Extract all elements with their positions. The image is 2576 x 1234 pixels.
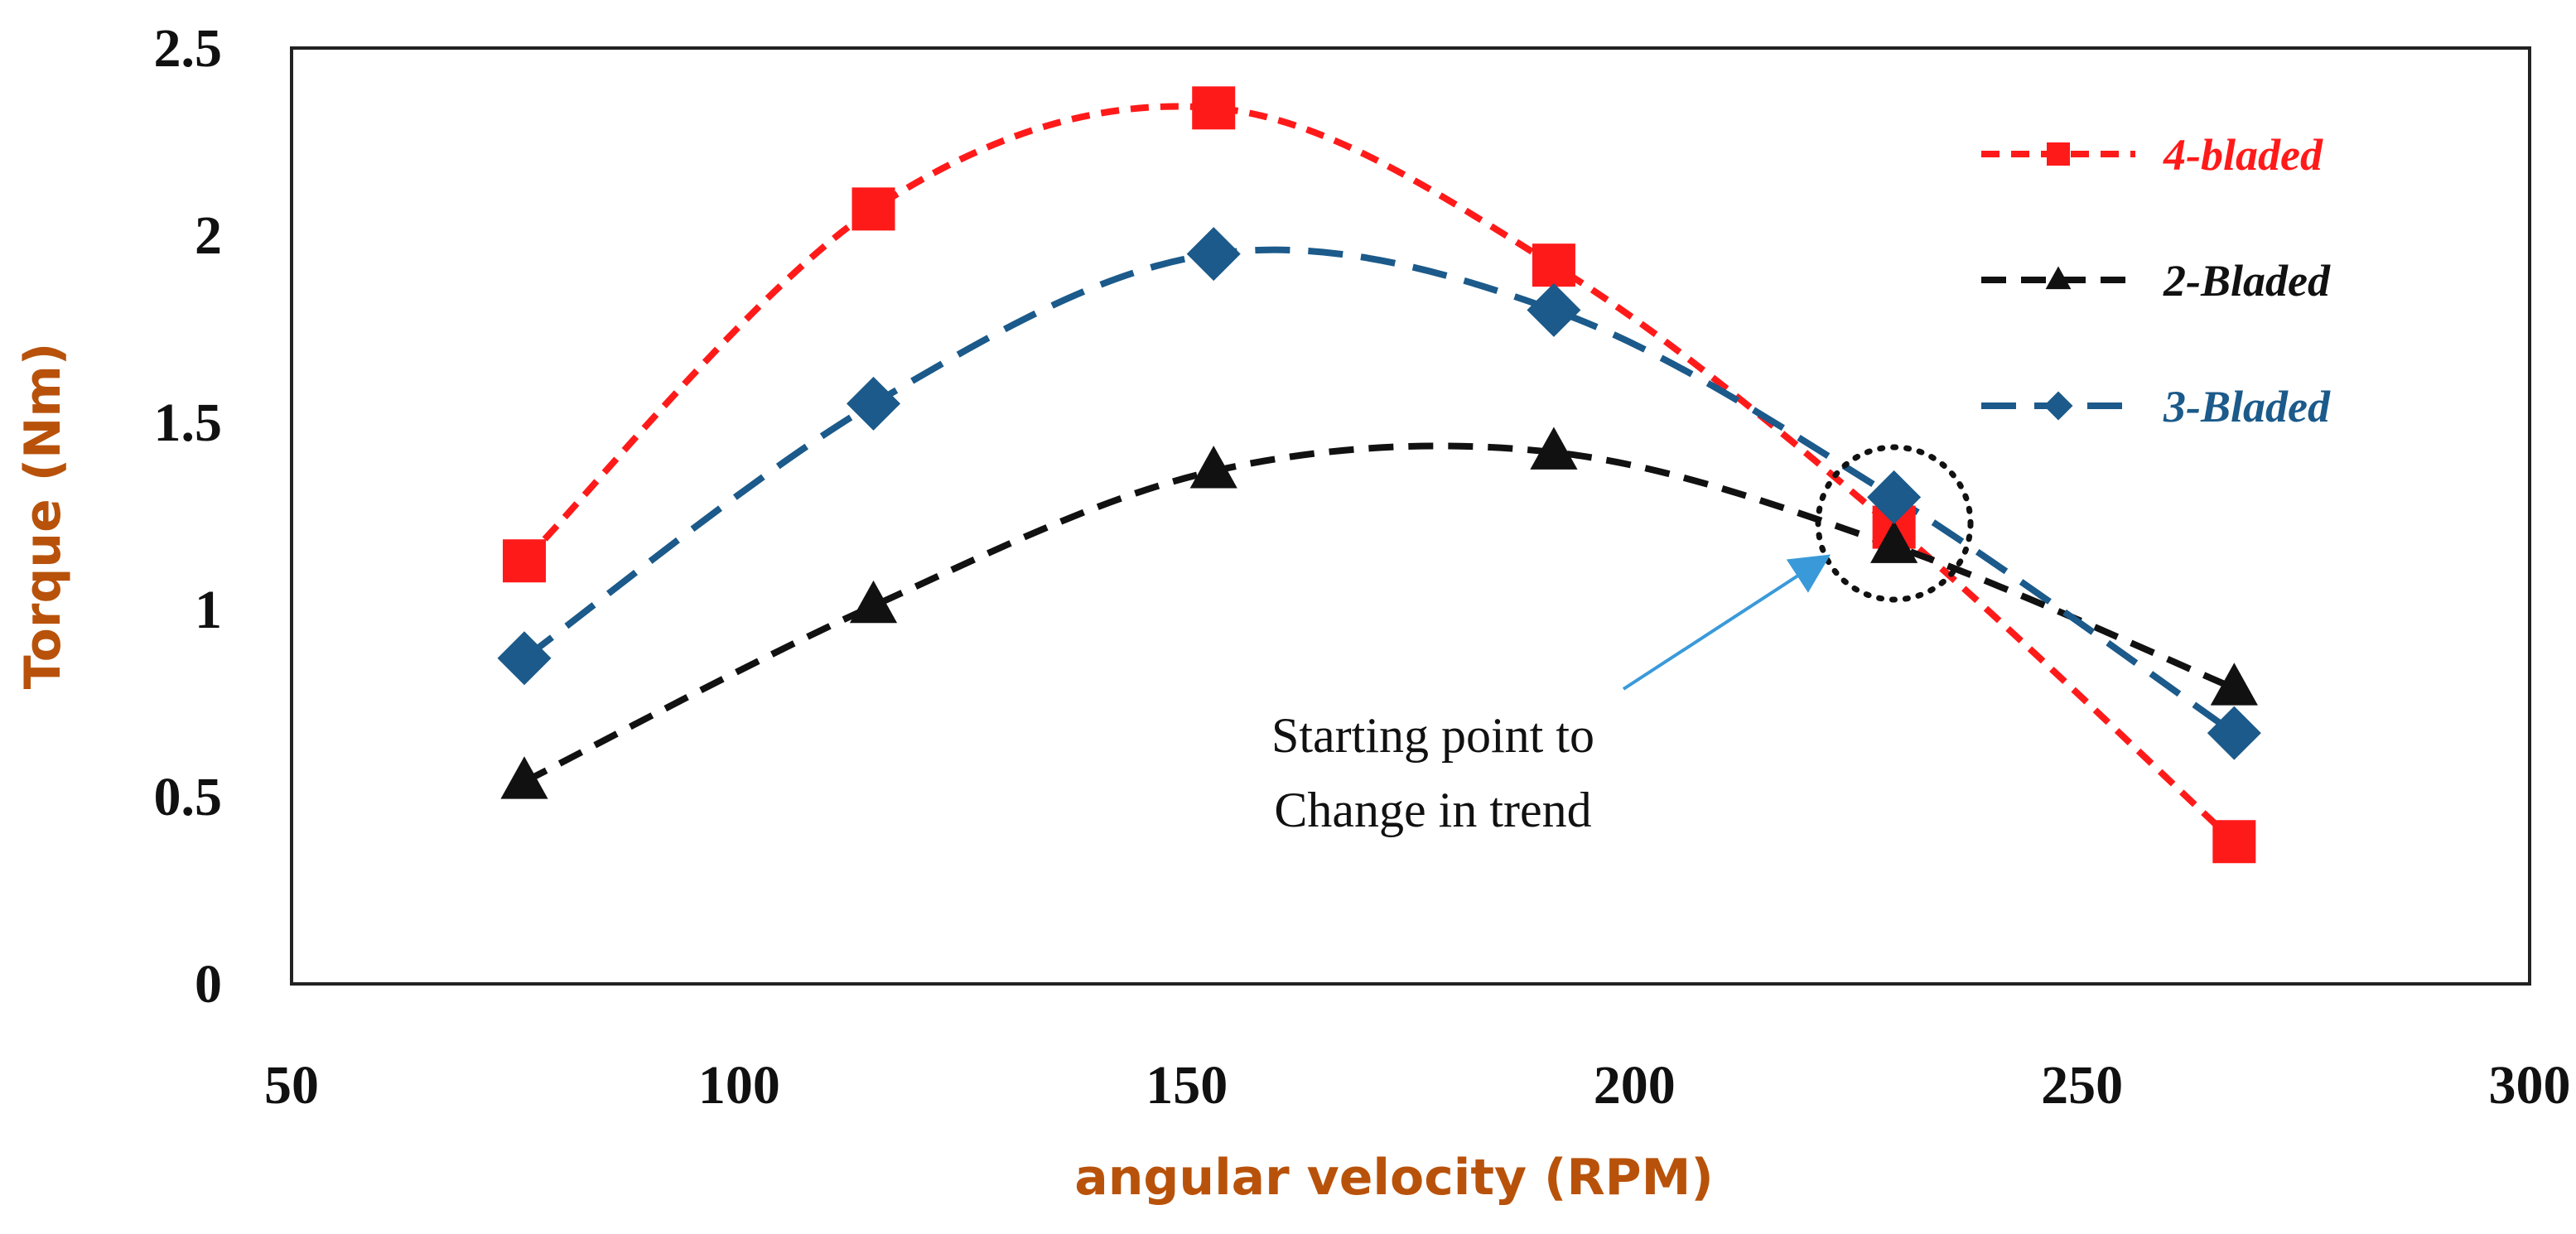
annotation-circle [1815, 444, 1974, 603]
data-point-2-bladed [1530, 427, 1578, 470]
legend-label: 2-Bladed [2163, 256, 2331, 306]
annotation-line-1: Starting point to [1271, 708, 1594, 763]
series-markers [497, 86, 2261, 864]
data-point-4-bladed [2212, 820, 2256, 864]
data-point-3-bladed [2207, 706, 2261, 760]
y-tick-label: 0 [195, 954, 222, 1015]
data-point-2-bladed [500, 756, 548, 799]
data-point-3-bladed [1186, 227, 1241, 282]
legend-swatch-marker [2043, 391, 2073, 421]
legend-swatch-marker [2045, 266, 2072, 290]
series-line-3-bladed [522, 246, 2236, 736]
y-tick-label: 1.5 [154, 393, 223, 453]
x-tick-label: 250 [2041, 1055, 2123, 1116]
x-axis-title: angular velocity (RPM) [1074, 1149, 1714, 1207]
x-tick-label: 300 [2489, 1055, 2571, 1116]
data-point-2-bladed [1189, 446, 1237, 489]
y-tick-label: 1 [195, 580, 222, 640]
y-tick-label: 2.5 [154, 18, 223, 79]
data-point-3-bladed [497, 631, 552, 686]
x-tick-label: 50 [264, 1055, 319, 1116]
series-lines [522, 103, 2237, 845]
legend: 4-bladed 2-Bladed 3-Bladed [1981, 130, 2331, 431]
y-axis-title: Torque (Nm) [14, 343, 72, 690]
data-point-4-bladed [1532, 243, 1575, 287]
x-tick-label: 100 [698, 1055, 780, 1116]
trend-change-annotation: Starting point to Change in trend [1271, 444, 1974, 837]
legend-swatch-marker [2047, 142, 2070, 166]
series-line-2-bladed [523, 442, 2236, 785]
annotation-arrow [1622, 554, 1831, 691]
x-axis-tick-labels: 50 100 150 200 250 300 [264, 1055, 2571, 1116]
x-tick-label: 150 [1146, 1055, 1228, 1116]
data-point-4-bladed [503, 539, 547, 583]
data-point-3-bladed [1867, 470, 1922, 524]
data-point-3-bladed [847, 376, 901, 431]
data-point-2-bladed [1870, 520, 1918, 563]
annotation-line-2: Change in trend [1274, 783, 1591, 837]
y-axis-tick-labels: 0 0.5 1 1.5 2 2.5 [154, 18, 223, 1015]
data-point-2-bladed [2210, 663, 2258, 706]
legend-label: 3-Bladed [2163, 382, 2331, 431]
y-tick-label: 0.5 [154, 767, 223, 827]
legend-label: 4-bladed [2163, 130, 2323, 180]
data-point-4-bladed [1192, 86, 1236, 130]
data-point-2-bladed [849, 580, 898, 624]
data-point-4-bladed [851, 187, 895, 231]
x-tick-label: 200 [1594, 1055, 1676, 1116]
y-tick-label: 2 [195, 205, 222, 266]
series-line-4-bladed [522, 103, 2237, 845]
data-point-3-bladed [1527, 282, 1581, 337]
plot-area-frame [290, 46, 2531, 986]
